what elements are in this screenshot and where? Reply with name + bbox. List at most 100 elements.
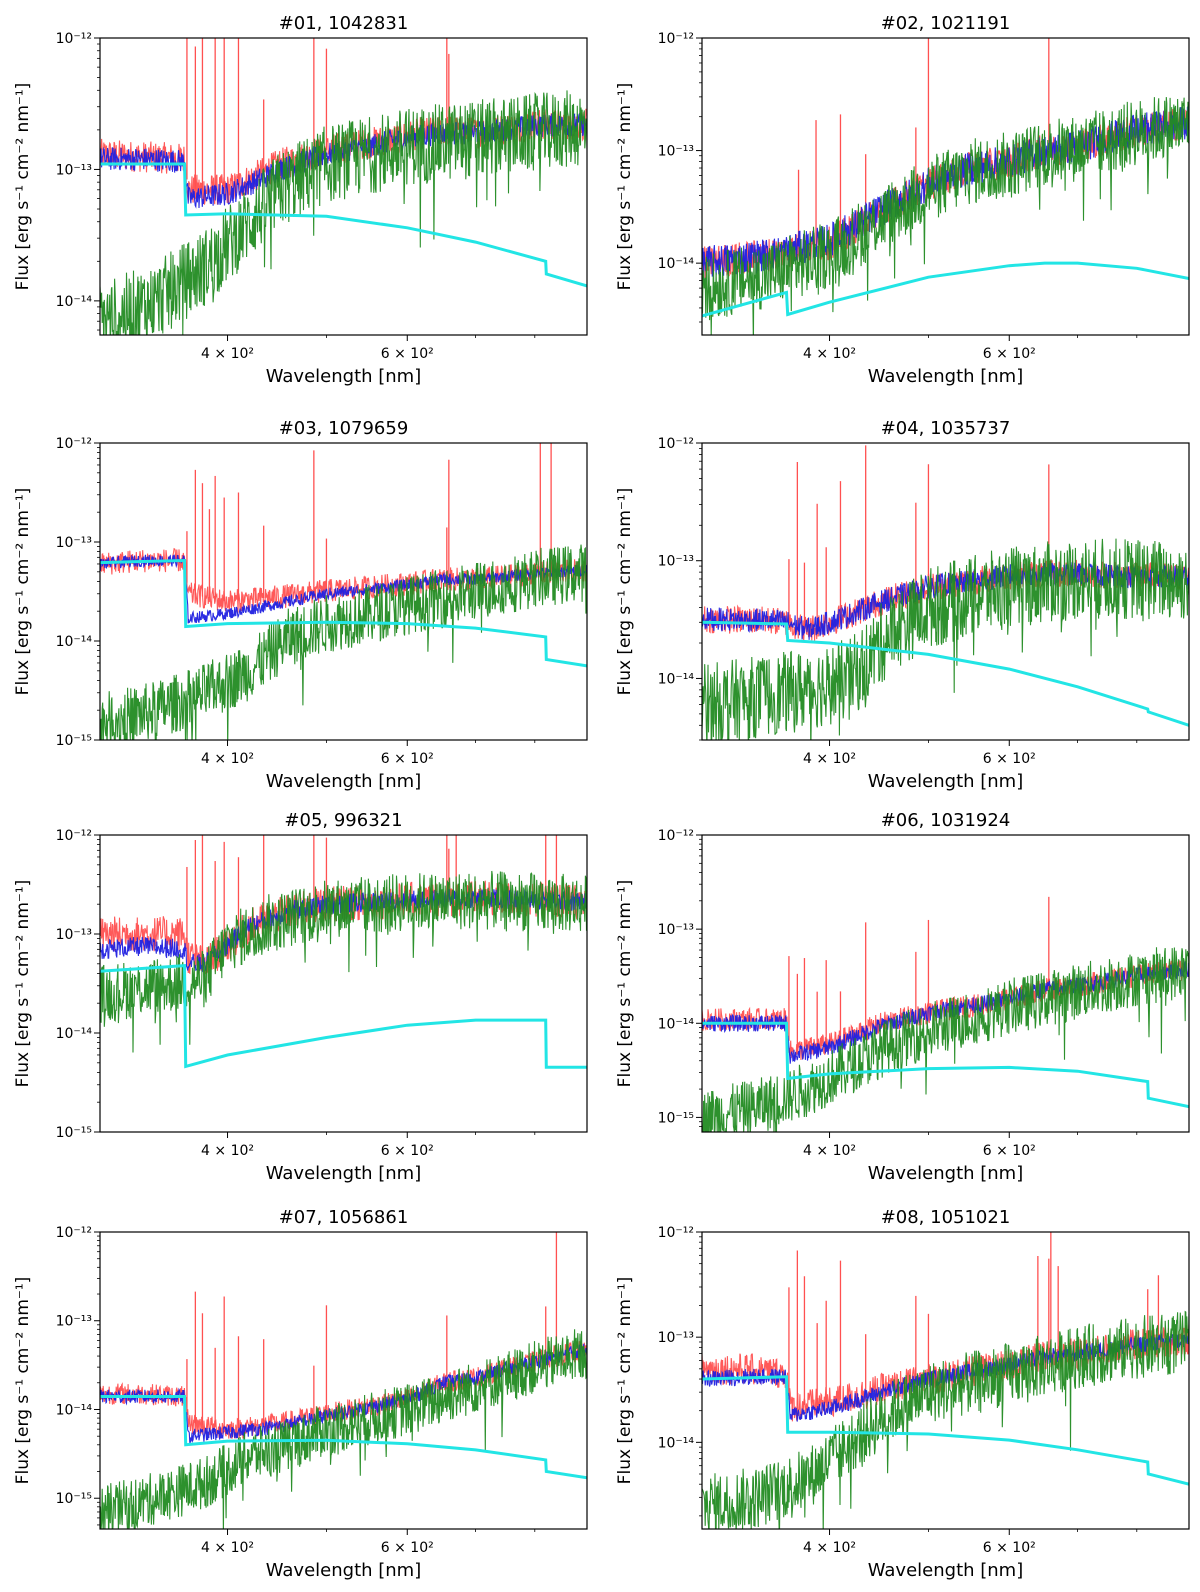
x-tick-label: 4 × 10²	[803, 751, 856, 767]
x-tick-label: 4 × 10²	[201, 1540, 254, 1556]
x-tick-label: 6 × 10²	[381, 751, 434, 767]
chart-title: #08, 1051021	[881, 1207, 1011, 1228]
plot-frame	[701, 834, 1190, 1133]
y-axis-label: Flux [erg s⁻¹ cm⁻² nm⁻¹]	[13, 1277, 33, 1485]
x-tick-label: 4 × 10²	[803, 1143, 856, 1159]
x-axis-label: Wavelength [nm]	[868, 1560, 1024, 1581]
plot-frame	[99, 1231, 588, 1530]
x-axis-label: Wavelength [nm]	[266, 366, 422, 387]
y-tick-label: 10⁻¹²	[658, 828, 694, 844]
chart-panel-4: 10⁻¹⁴ 10⁻¹³ 10⁻¹² 4 × 10² 6 × 10² #04, 103573…	[615, 418, 1190, 792]
x-tick-label: 6 × 10²	[381, 1143, 434, 1159]
plot-area	[100, 443, 587, 740]
series-nebular-continuum-line	[100, 1395, 587, 1480]
y-tick-label: 10⁻¹³	[56, 1314, 92, 1330]
chart-title: #02, 1021191	[881, 13, 1011, 34]
x-tick-label: 4 × 10²	[201, 751, 254, 767]
series-nebular-continuum-line	[100, 162, 587, 288]
chart-title: #04, 1035737	[881, 418, 1011, 439]
plot-area	[100, 38, 587, 335]
y-tick-label: 10⁻¹²	[56, 1225, 92, 1241]
y-tick-label: 10⁻¹⁴	[658, 256, 695, 272]
series-nebular-continuum-line	[100, 558, 587, 668]
series-stellar-component-line	[702, 97, 1189, 335]
y-tick-label: 10⁻¹³	[658, 144, 694, 160]
x-tick-label: 6 × 10²	[381, 346, 434, 362]
y-axis-label: Flux [erg s⁻¹ cm⁻² nm⁻¹]	[615, 488, 635, 696]
y-axis-label: Flux [erg s⁻¹ cm⁻² nm⁻¹]	[13, 488, 33, 696]
chart-panel-7: 10⁻¹⁵ 10⁻¹⁴ 10⁻¹³ 10⁻¹² 4 × 10² 6 × 10² #07, 1…	[13, 1207, 588, 1581]
chart-panel-6: 10⁻¹⁵ 10⁻¹⁴ 10⁻¹³ 10⁻¹² 4 × 10² 6 × 10² #06, 1…	[615, 810, 1190, 1184]
plot-area	[100, 1232, 587, 1529]
chart-title: #07, 1056861	[279, 1207, 409, 1228]
x-axis-label: Wavelength [nm]	[266, 771, 422, 792]
x-tick-label: 6 × 10²	[381, 1540, 434, 1556]
y-tick-label: 10⁻¹⁵	[56, 1491, 92, 1507]
series-nebular-continuum-line	[702, 1021, 1189, 1109]
y-tick-label: 10⁻¹⁴	[658, 671, 695, 687]
plot-frame	[99, 442, 588, 741]
chart-title: #05, 996321	[284, 810, 402, 831]
x-tick-label: 6 × 10²	[983, 346, 1036, 362]
y-axis-label: Flux [erg s⁻¹ cm⁻² nm⁻¹]	[615, 83, 635, 291]
chart-panel-2: 10⁻¹⁴ 10⁻¹³ 10⁻¹² 4 × 10² 6 × 10² #02, 102119…	[615, 13, 1190, 387]
series-stellar-component-line	[702, 947, 1189, 1132]
x-axis-label: Wavelength [nm]	[266, 1560, 422, 1581]
series-stellar-component-line	[100, 544, 587, 740]
x-axis-label: Wavelength [nm]	[868, 366, 1024, 387]
y-tick-label: 10⁻¹⁴	[658, 1435, 695, 1451]
y-axis-label: Flux [erg s⁻¹ cm⁻² nm⁻¹]	[615, 1277, 635, 1485]
plot-frame	[99, 37, 588, 336]
series-nebular-continuum-line	[702, 620, 1189, 727]
y-tick-label: 10⁻¹³	[56, 927, 92, 943]
x-tick-label: 6 × 10²	[983, 1143, 1036, 1159]
x-tick-label: 4 × 10²	[201, 346, 254, 362]
series-stellar-component-line	[100, 870, 587, 1053]
y-tick-label: 10⁻¹³	[658, 922, 694, 938]
y-tick-label: 10⁻¹⁴	[56, 1402, 93, 1418]
y-tick-label: 10⁻¹²	[56, 828, 92, 844]
chart-panel-5: 10⁻¹⁵ 10⁻¹⁴ 10⁻¹³ 10⁻¹² 4 × 10² 6 × 10² #05, 9…	[13, 810, 588, 1184]
series-nebular-continuum-line	[100, 963, 587, 1069]
plot-area	[702, 445, 1189, 740]
series-nebular-continuum-line	[702, 261, 1189, 318]
x-tick-label: 4 × 10²	[201, 1143, 254, 1159]
plot-area	[702, 896, 1189, 1132]
series-stellar-component-line	[702, 538, 1189, 740]
y-tick-label: 10⁻¹³	[658, 554, 694, 570]
x-axis-label: Wavelength [nm]	[868, 771, 1024, 792]
y-tick-label: 10⁻¹³	[56, 162, 92, 178]
chart-panel-3: 10⁻¹⁵ 10⁻¹⁴ 10⁻¹³ 10⁻¹² 4 × 10² 6 × 10² #03, 1…	[13, 418, 588, 792]
y-tick-label: 10⁻¹²	[658, 1225, 694, 1241]
series-stellar-component-line	[702, 1310, 1189, 1529]
x-tick-label: 6 × 10²	[983, 751, 1036, 767]
chart-panel-8: 10⁻¹⁴ 10⁻¹³ 10⁻¹² 4 × 10² 6 × 10² #08, 105102…	[615, 1207, 1190, 1581]
x-tick-label: 6 × 10²	[983, 1540, 1036, 1556]
series-stellar-component-line	[100, 1329, 587, 1529]
chart-title: #06, 1031924	[881, 810, 1011, 831]
plot-area	[702, 38, 1189, 335]
chart-title: #03, 1079659	[279, 418, 409, 439]
y-tick-label: 10⁻¹⁴	[56, 634, 93, 650]
plot-frame	[701, 37, 1190, 336]
x-axis-label: Wavelength [nm]	[266, 1163, 422, 1184]
x-tick-label: 4 × 10²	[803, 346, 856, 362]
plot-background	[100, 38, 587, 335]
y-tick-label: 10⁻¹²	[56, 436, 92, 452]
y-tick-label: 10⁻¹⁴	[56, 1026, 93, 1042]
chart-title: #01, 1042831	[279, 13, 409, 34]
series-model-line	[702, 961, 1189, 1064]
y-tick-label: 10⁻¹⁵	[658, 1110, 694, 1126]
series-stellar-component-line	[100, 90, 587, 335]
plot-frame	[99, 834, 588, 1133]
y-tick-label: 10⁻¹³	[56, 535, 92, 551]
y-tick-label: 10⁻¹⁵	[56, 1125, 92, 1141]
y-tick-label: 10⁻¹²	[56, 31, 92, 47]
plot-area	[100, 835, 587, 1069]
y-tick-label: 10⁻¹³	[658, 1330, 694, 1346]
y-axis-label: Flux [erg s⁻¹ cm⁻² nm⁻¹]	[13, 880, 33, 1088]
series-nebular-continuum-line	[702, 1375, 1189, 1486]
y-axis-label: Flux [erg s⁻¹ cm⁻² nm⁻¹]	[13, 83, 33, 291]
chart-panel-1: 10⁻¹⁴ 10⁻¹³ 10⁻¹² 4 × 10² 6 × 10² #01, 104283…	[13, 13, 588, 387]
x-tick-label: 4 × 10²	[803, 1540, 856, 1556]
